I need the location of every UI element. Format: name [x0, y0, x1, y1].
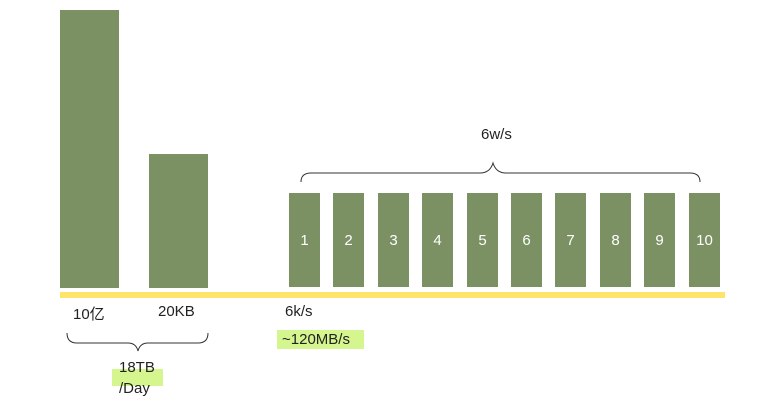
- node-bar-label: 4: [433, 231, 442, 249]
- node-bar-5: 5: [467, 193, 498, 287]
- node-bar-label: 1: [300, 231, 309, 249]
- total-rate-label: 6w/s: [481, 126, 512, 143]
- node-bar-label: 2: [344, 231, 353, 249]
- throughput-highlight: [277, 330, 364, 349]
- node-bar-6: 6: [511, 193, 542, 287]
- node-bar-label: 6: [522, 231, 531, 249]
- total-label-line1: 18TB: [119, 359, 155, 376]
- total-label-line2: /Day: [119, 380, 150, 397]
- baseline: [60, 292, 725, 298]
- node-bar-label: 8: [611, 231, 620, 249]
- node-bar-label: 10: [696, 231, 713, 249]
- node-bar-10: 10: [689, 193, 720, 287]
- record-count-label: 10亿: [73, 306, 105, 323]
- node-bar-1: 1: [289, 193, 320, 287]
- node-bar-label: 5: [478, 231, 487, 249]
- throughput-label: ~120MB/s: [282, 331, 350, 348]
- node-bar-8: 8: [600, 193, 631, 287]
- node-bar-2: 2: [333, 193, 364, 287]
- node-bar-label: 3: [389, 231, 398, 249]
- record-count-bar: [60, 10, 119, 288]
- node-bar-4: 4: [422, 193, 453, 287]
- record-size-bar: [149, 154, 208, 288]
- total-highlight: [112, 369, 163, 386]
- record-size-label: 20KB: [158, 303, 195, 320]
- node-bar-label: 7: [566, 231, 575, 249]
- node-bar-7: 7: [555, 193, 586, 287]
- node-bar-3: 3: [378, 193, 409, 287]
- node-bar-label: 9: [655, 231, 664, 249]
- node-bar-9: 9: [644, 193, 675, 287]
- rate-label: 6k/s: [285, 303, 313, 320]
